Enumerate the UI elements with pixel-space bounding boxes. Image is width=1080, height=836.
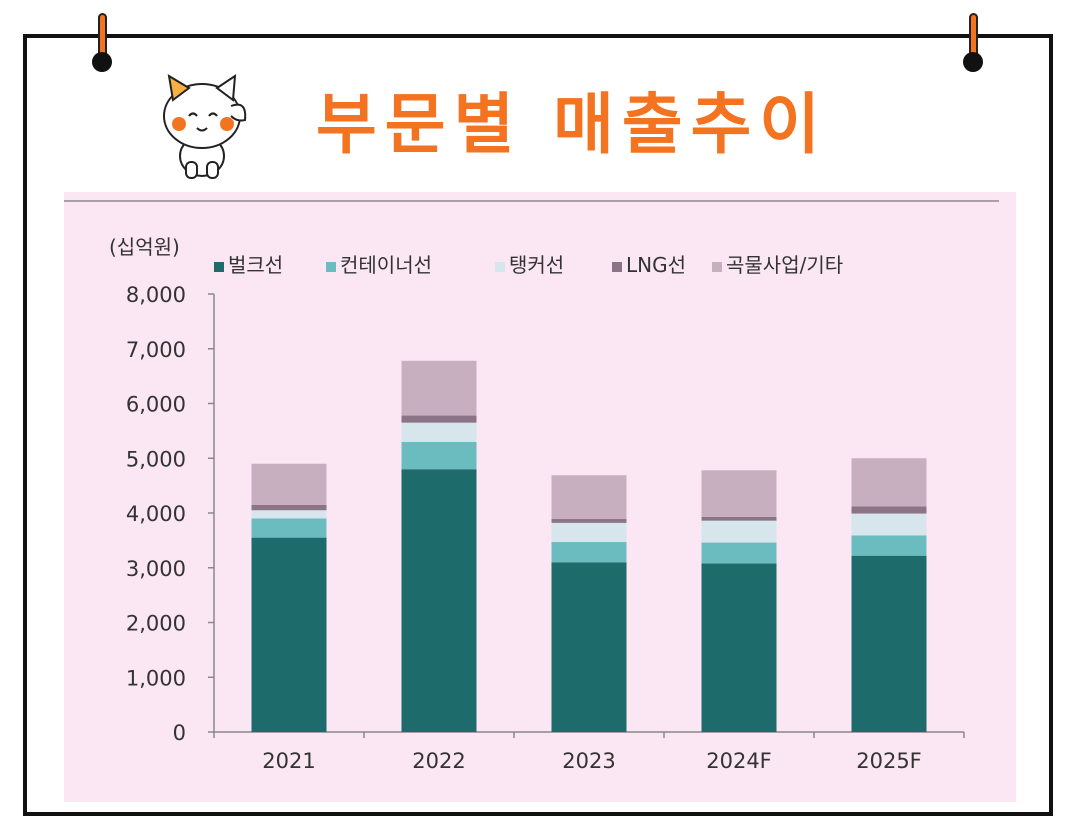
- bar-2023-3: [551, 519, 627, 523]
- pushpin-right-icon: [963, 13, 983, 72]
- legend-label-4: 곡물사업/기타: [726, 253, 843, 277]
- bar-2023-2: [551, 522, 627, 543]
- bar-2022-0: [401, 469, 477, 732]
- bar-2023-1: [551, 542, 627, 563]
- chart-plot-area: (십억원) 벌크선 컨테이너선 탱커선 LNG선 곡물사업/기타 0 1,000 2,000 3,…: [64, 192, 1016, 802]
- legend-label-0: 벌크선: [228, 253, 283, 277]
- pushpin-left-icon: [92, 13, 112, 72]
- y-tick-label-3: 3,000: [126, 557, 186, 581]
- cat-mascot-icon: [163, 74, 247, 179]
- bar-2023-0: [551, 562, 627, 732]
- y-tick-label-4: 4,000: [126, 502, 186, 526]
- bar-2024F-1: [701, 542, 777, 564]
- legend-label-1: 컨테이너선: [340, 253, 432, 277]
- bar-2022-2: [401, 422, 477, 442]
- bar-2022-1: [401, 441, 477, 470]
- y-tick-label-1: 1,000: [126, 666, 186, 690]
- bar-2021-1: [251, 518, 327, 538]
- bar-2022-4: [401, 360, 477, 416]
- x-tick-label-4: 2025F: [856, 749, 922, 773]
- legend-swatch-1: [326, 262, 336, 272]
- legend-swatch-2: [495, 262, 505, 272]
- y-tick-label-2: 2,000: [126, 612, 186, 636]
- y-tick-label-6: 6,000: [126, 393, 186, 417]
- bar-2025F-2: [851, 513, 927, 536]
- legend-label-3: LNG선: [626, 253, 686, 277]
- legend-swatch-0: [214, 262, 224, 272]
- legend-swatch-3: [612, 262, 622, 272]
- bar-2025F-1: [851, 535, 927, 556]
- x-tick-label-2: 2023: [562, 749, 615, 773]
- bar-2024F-3: [701, 516, 777, 521]
- bar-2021-4: [251, 463, 327, 505]
- y-tick-label-7: 7,000: [126, 338, 186, 362]
- bar-2025F-0: [851, 555, 927, 732]
- unit-label: (십억원): [109, 235, 180, 259]
- bar-2025F-4: [851, 458, 927, 507]
- x-tick-label-3: 2024F: [706, 749, 772, 773]
- y-tick-label-0: 0: [173, 721, 186, 745]
- bar-2025F-3: [851, 506, 927, 514]
- legend-label-2: 탱커선: [509, 253, 564, 277]
- y-tick-label-5: 5,000: [126, 447, 186, 471]
- bar-2024F-2: [701, 520, 777, 543]
- stacked-bar-chart: (십억원) 벌크선 컨테이너선 탱커선 LNG선 곡물사업/기타 0 1,000 2,000 3,…: [64, 200, 999, 773]
- bar-2022-3: [401, 415, 477, 423]
- legend-swatch-4: [712, 262, 722, 272]
- page-title: 부문별 매출추이: [316, 86, 829, 163]
- x-tick-label-0: 2021: [262, 749, 315, 773]
- bar-2021-2: [251, 510, 327, 519]
- y-tick-label-8: 8,000: [126, 283, 186, 307]
- bar-2021-3: [251, 504, 327, 511]
- x-tick-label-1: 2022: [412, 749, 465, 773]
- bar-2024F-0: [701, 563, 777, 732]
- bar-2023-4: [551, 475, 627, 520]
- bar-2024F-4: [701, 470, 777, 517]
- bar-2021-0: [251, 537, 327, 732]
